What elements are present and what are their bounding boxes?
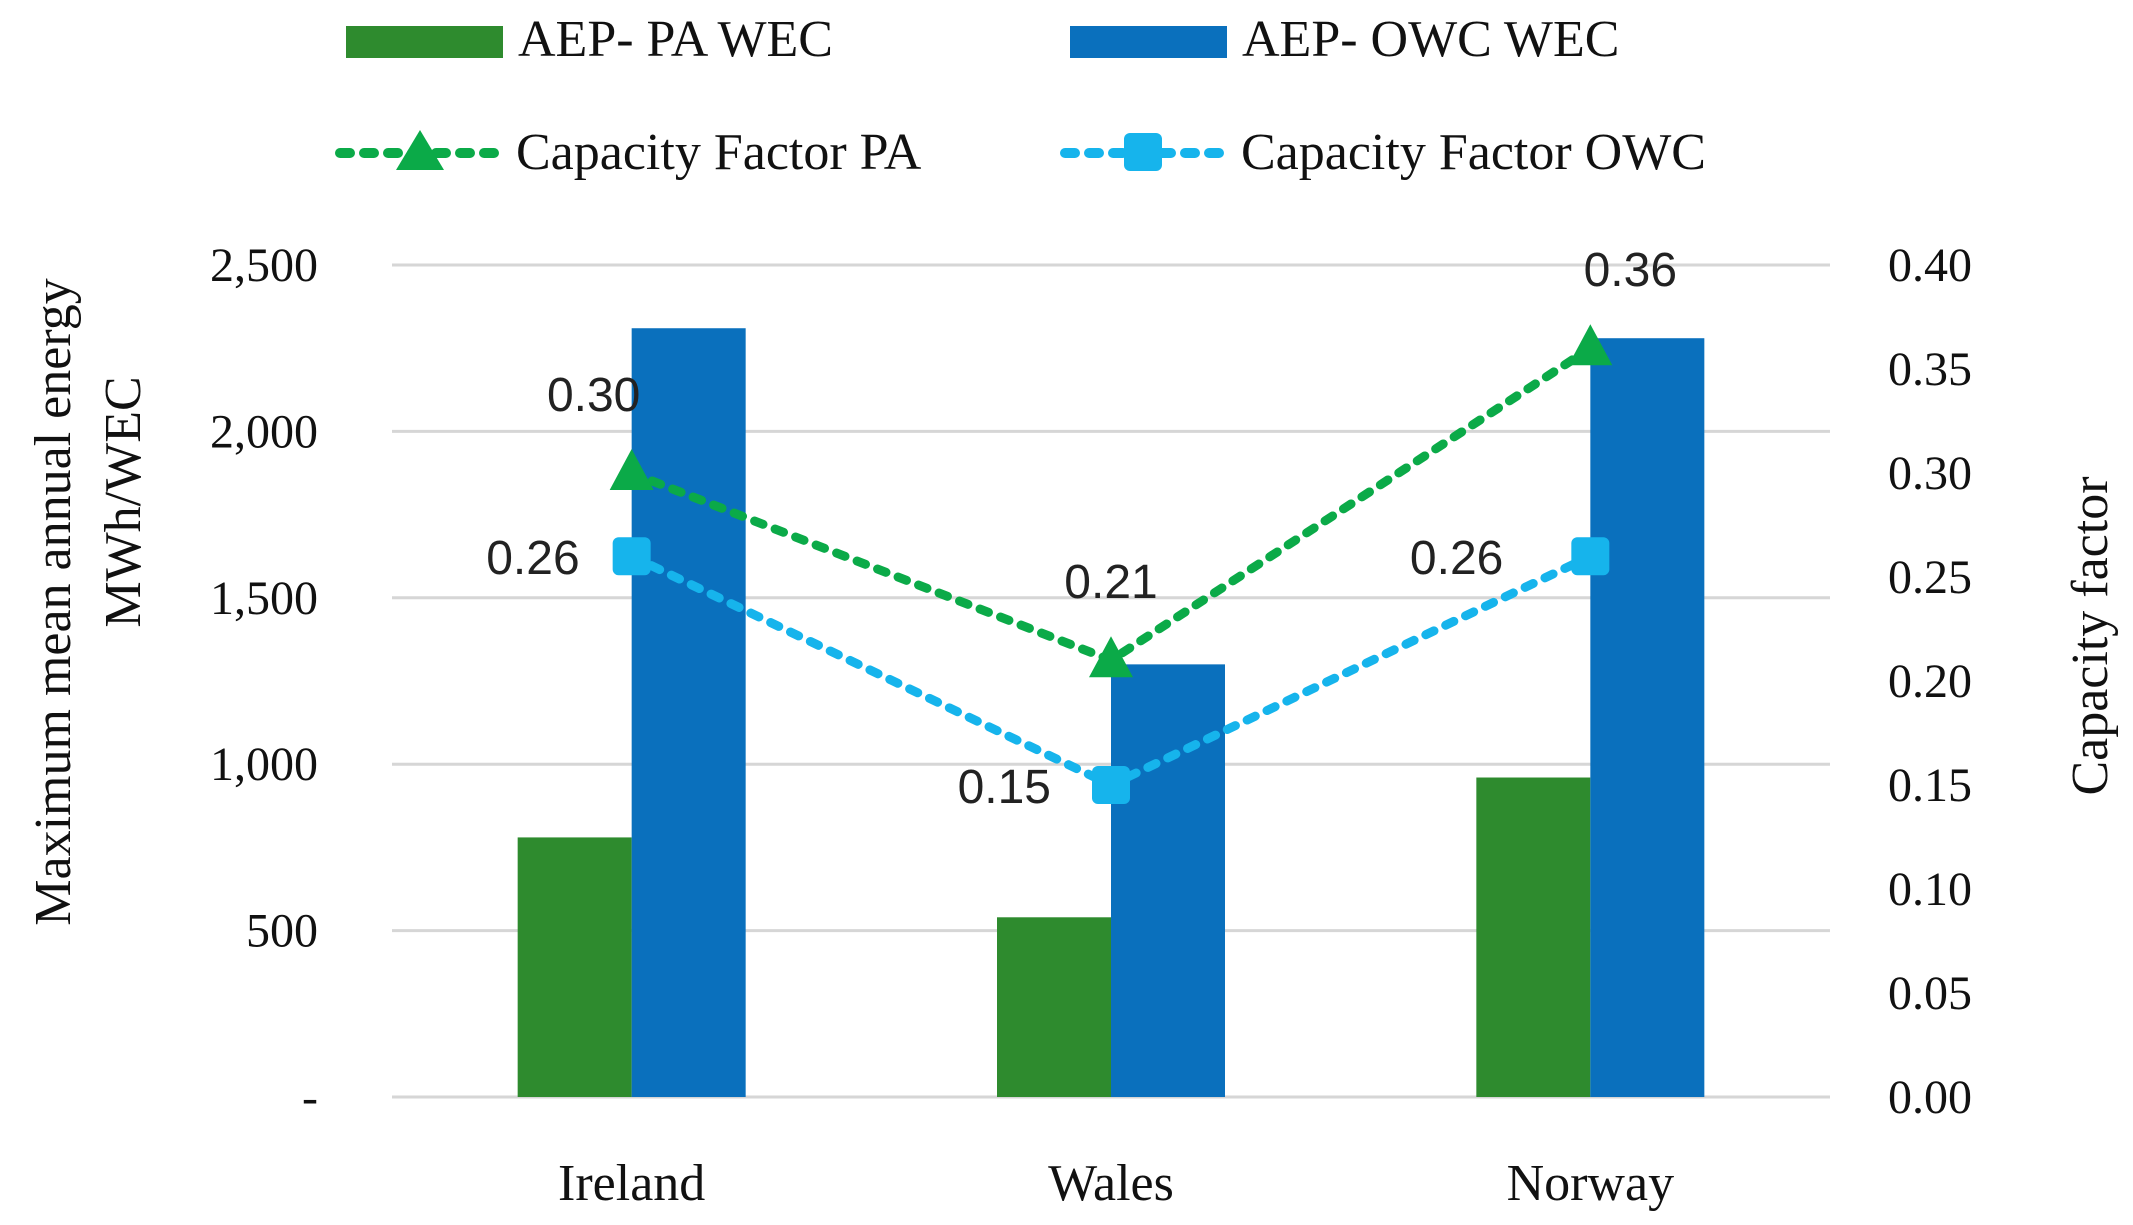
y2-tick-label: 0.10 bbox=[1888, 863, 1972, 916]
y2-tick-label: 0.05 bbox=[1888, 967, 1972, 1020]
y-axis-title-line1: Maximum mean annual energy bbox=[25, 278, 82, 925]
x-tick-label-norway: Norway bbox=[1507, 1155, 1675, 1212]
data-label-cf-pa-ireland: 0.30 bbox=[547, 369, 640, 422]
y2-tick-label: 0.25 bbox=[1888, 551, 1972, 604]
y2-tick-label: 0.00 bbox=[1888, 1071, 1972, 1124]
legend-triangle-marker bbox=[396, 130, 444, 170]
y-tick-label: - bbox=[302, 1071, 318, 1124]
y-tick-label: 2,500 bbox=[210, 239, 318, 292]
y2-tick-label: 0.20 bbox=[1888, 655, 1972, 708]
x-axis-ticks: Ireland Wales Norway bbox=[558, 1155, 1674, 1212]
legend-label-pa-wec: AEP- PA WEC bbox=[518, 11, 833, 68]
y2-tick-label: 0.30 bbox=[1888, 447, 1972, 500]
legend-item-cf-pa: Capacity Factor PA bbox=[335, 124, 922, 181]
data-label-cf-owc-wales: 0.15 bbox=[958, 761, 1051, 814]
legend-label-owc-wec: AEP- OWC WEC bbox=[1242, 11, 1619, 68]
legend-swatch-owc-wec bbox=[1070, 26, 1227, 58]
legend-square-marker bbox=[1124, 133, 1162, 171]
marker-cf-owc-ireland bbox=[612, 537, 651, 576]
bar-owc-wec-ireland bbox=[631, 328, 746, 1097]
data-label-cf-owc-norway: 0.26 bbox=[1410, 532, 1503, 585]
capacity-factor-lines bbox=[609, 324, 1613, 804]
legend-label-cf-pa: Capacity Factor PA bbox=[516, 124, 922, 181]
y-axis-title-line2: MWh/WEC bbox=[95, 376, 152, 627]
marker-cf-pa-norway bbox=[1568, 324, 1613, 366]
marker-cf-owc-wales bbox=[1092, 766, 1130, 804]
marker-cf-pa-wales bbox=[1089, 636, 1133, 678]
y-tick-label: 1,500 bbox=[210, 572, 318, 625]
y-tick-label: 2,000 bbox=[210, 405, 318, 458]
y2-tick-label: 0.15 bbox=[1888, 759, 1972, 812]
bars bbox=[517, 328, 1705, 1097]
y-axis-ticks: - 500 1,000 1,500 2,000 2,500 bbox=[210, 239, 318, 1124]
marker-cf-pa-ireland bbox=[609, 449, 654, 490]
marker-cf-owc-norway bbox=[1571, 537, 1610, 576]
line-cf-pa bbox=[627, 343, 1595, 666]
x-tick-label-wales: Wales bbox=[1048, 1155, 1174, 1212]
legend-swatch-pa-wec bbox=[346, 26, 503, 58]
y-tick-label: 1,000 bbox=[210, 738, 318, 791]
data-labels: 0.30 0.21 0.36 0.26 0.15 0.26 bbox=[486, 244, 1677, 814]
data-label-cf-pa-norway: 0.36 bbox=[1584, 244, 1677, 297]
data-label-cf-pa-wales: 0.21 bbox=[1064, 556, 1157, 609]
legend-item-cf-owc: Capacity Factor OWC bbox=[1060, 124, 1706, 181]
bar-owc-wec-norway bbox=[1590, 338, 1705, 1097]
y2-tick-label: 0.35 bbox=[1888, 343, 1972, 396]
bar-pa-wec-ireland bbox=[517, 837, 632, 1097]
bar-owc-wec-wales bbox=[1111, 664, 1225, 1097]
legend-label-cf-owc: Capacity Factor OWC bbox=[1241, 124, 1706, 181]
y2-tick-label: 0.40 bbox=[1888, 239, 1972, 292]
y2-axis-ticks: 0.00 0.05 0.10 0.15 0.20 0.25 0.30 0.35 0.40 bbox=[1888, 239, 1972, 1124]
bar-pa-wec-norway bbox=[1476, 777, 1591, 1097]
legend-item-pa-wec: AEP- PA WEC bbox=[346, 11, 833, 68]
x-tick-label-ireland: Ireland bbox=[558, 1155, 705, 1212]
legend: AEP- PA WEC AEP- OWC WEC Capacity Factor… bbox=[335, 11, 1706, 181]
y-tick-label: 500 bbox=[246, 905, 318, 958]
legend-item-owc-wec: AEP- OWC WEC bbox=[1070, 11, 1619, 68]
y2-axis-title: Capacity factor bbox=[2062, 476, 2119, 795]
data-label-cf-owc-ireland: 0.26 bbox=[486, 532, 579, 585]
bar-pa-wec-wales bbox=[997, 917, 1111, 1097]
